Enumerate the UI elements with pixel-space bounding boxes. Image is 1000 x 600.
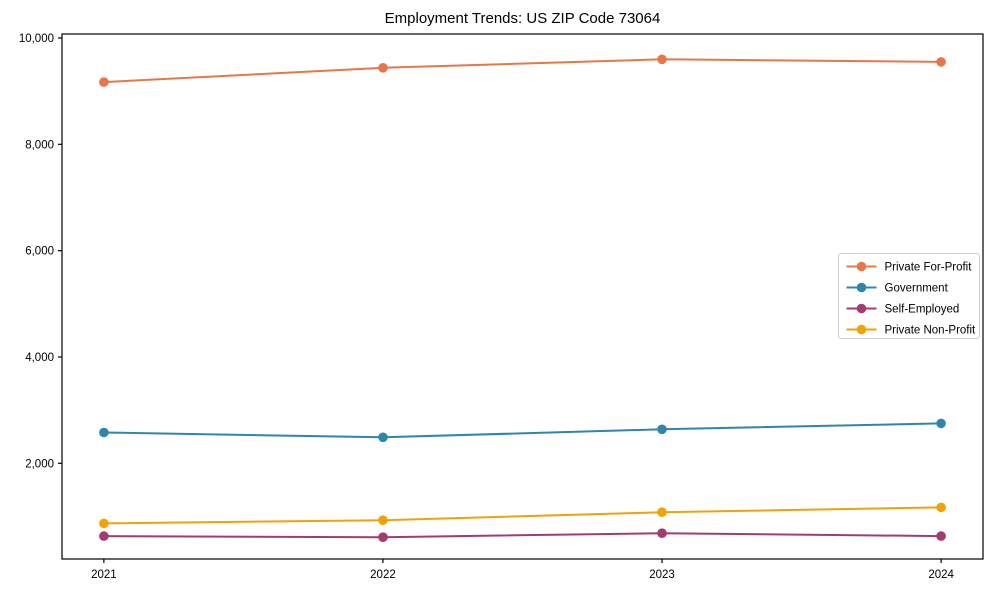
y-tick-label-8000: 8,000: [25, 139, 54, 151]
plot-border: [61, 33, 984, 560]
legend-marker-government: [856, 282, 867, 293]
series-marker-self-employed-2024: [936, 531, 946, 541]
series-marker-government-2023: [657, 424, 667, 435]
x-tick-label-2021: 2021: [91, 569, 117, 581]
legend-label-private-non-profit: Private Non-Profit: [885, 325, 977, 337]
y-tick-label-10000: 10,000: [19, 33, 54, 45]
legend-marker-private-non-profit: [856, 324, 867, 335]
series-marker-self-employed-2022: [378, 532, 388, 542]
series-marker-private-for-profit-2023: [657, 54, 667, 65]
series-marker-government-2024: [936, 418, 946, 429]
series-marker-government-2021: [99, 427, 109, 438]
legend-label-self-employed: Self-Employed: [885, 304, 960, 316]
series-marker-private-non-profit-2024: [936, 502, 946, 513]
y-tick-label-2000: 2,000: [25, 458, 54, 470]
y-tick-label-4000: 4,000: [25, 352, 54, 364]
y-tick-label-6000: 6,000: [25, 246, 54, 258]
series-marker-self-employed-2021: [99, 531, 109, 541]
series-marker-government-2022: [378, 432, 388, 443]
x-tick-label-2022: 2022: [370, 569, 396, 581]
legend-marker-private-for-profit: [856, 261, 867, 272]
legend-box: [838, 253, 980, 339]
series-marker-private-for-profit-2021: [99, 77, 109, 87]
series-line-self-employed: [103, 532, 942, 539]
x-tick-label-2024: 2024: [928, 569, 954, 581]
legend-marker-self-employed: [856, 303, 867, 314]
series-marker-private-non-profit-2021: [99, 518, 109, 529]
series-line-private-for-profit: [103, 58, 942, 84]
series-marker-self-employed-2023: [657, 528, 667, 538]
legend-label-government: Government: [885, 283, 949, 295]
legend-label-private-for-profit: Private For-Profit: [885, 262, 973, 274]
series-marker-private-non-profit-2022: [378, 515, 388, 525]
chart-title: Employment Trends: US ZIP Code 73064: [384, 10, 661, 27]
series-marker-private-for-profit-2022: [378, 63, 388, 73]
x-tick-label-2023: 2023: [649, 569, 675, 581]
series-marker-private-non-profit-2023: [657, 507, 667, 517]
series-line-government: [103, 422, 942, 439]
series-marker-private-for-profit-2024: [936, 57, 946, 67]
series-line-private-non-profit: [103, 506, 942, 525]
